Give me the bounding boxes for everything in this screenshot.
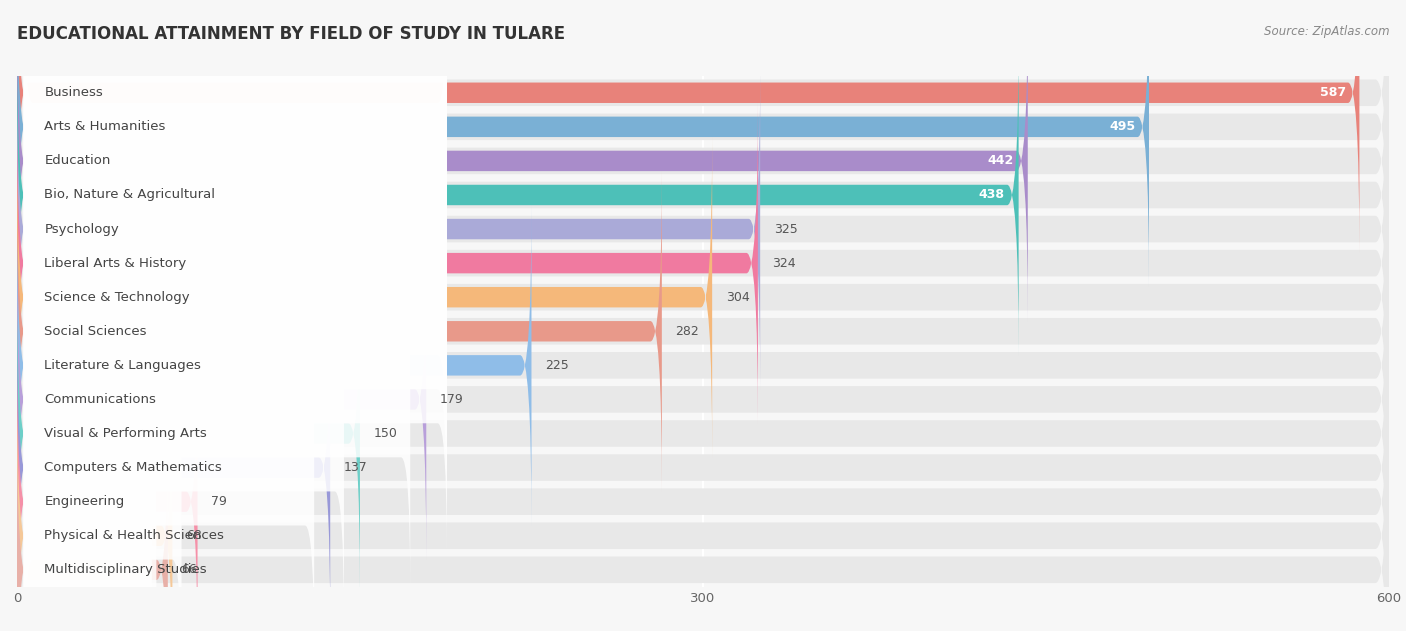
FancyBboxPatch shape	[24, 0, 447, 287]
FancyBboxPatch shape	[17, 171, 662, 492]
Text: 179: 179	[440, 393, 464, 406]
FancyBboxPatch shape	[24, 1, 447, 389]
Text: 324: 324	[772, 257, 796, 269]
FancyBboxPatch shape	[17, 341, 198, 631]
Text: Bio, Nature & Agricultural: Bio, Nature & Agricultural	[45, 189, 215, 201]
FancyBboxPatch shape	[17, 205, 531, 526]
FancyBboxPatch shape	[24, 0, 447, 355]
FancyBboxPatch shape	[17, 375, 173, 631]
FancyBboxPatch shape	[17, 410, 167, 631]
Text: Liberal Arts & History: Liberal Arts & History	[45, 257, 187, 269]
Text: Communications: Communications	[45, 393, 156, 406]
FancyBboxPatch shape	[17, 69, 761, 389]
FancyBboxPatch shape	[17, 140, 1389, 522]
FancyBboxPatch shape	[17, 276, 1389, 631]
FancyBboxPatch shape	[24, 205, 411, 594]
FancyBboxPatch shape	[17, 106, 1389, 488]
Text: Arts & Humanities: Arts & Humanities	[45, 121, 166, 133]
FancyBboxPatch shape	[17, 137, 713, 457]
FancyBboxPatch shape	[17, 242, 1389, 625]
FancyBboxPatch shape	[17, 1, 1028, 321]
Text: Computers & Mathematics: Computers & Mathematics	[45, 461, 222, 474]
FancyBboxPatch shape	[24, 171, 447, 560]
Text: 304: 304	[725, 291, 749, 304]
Text: Science & Technology: Science & Technology	[45, 291, 190, 304]
FancyBboxPatch shape	[17, 310, 1389, 631]
FancyBboxPatch shape	[17, 174, 1389, 557]
FancyBboxPatch shape	[24, 0, 447, 321]
FancyBboxPatch shape	[17, 38, 1389, 420]
FancyBboxPatch shape	[17, 0, 1389, 284]
Text: 282: 282	[675, 325, 699, 338]
Text: 150: 150	[374, 427, 398, 440]
FancyBboxPatch shape	[17, 273, 360, 594]
FancyBboxPatch shape	[17, 103, 758, 423]
Text: 442: 442	[988, 155, 1014, 167]
Text: Multidisciplinary Studies: Multidisciplinary Studies	[45, 563, 207, 576]
Text: Literature & Languages: Literature & Languages	[45, 359, 201, 372]
Text: 325: 325	[773, 223, 797, 235]
Text: Psychology: Psychology	[45, 223, 120, 235]
FancyBboxPatch shape	[24, 137, 447, 526]
FancyBboxPatch shape	[17, 307, 330, 628]
FancyBboxPatch shape	[17, 4, 1389, 386]
Text: Engineering: Engineering	[45, 495, 125, 508]
Text: 79: 79	[211, 495, 228, 508]
FancyBboxPatch shape	[17, 0, 1149, 287]
Text: Source: ZipAtlas.com: Source: ZipAtlas.com	[1264, 25, 1389, 38]
Text: Physical & Health Sciences: Physical & Health Sciences	[45, 529, 224, 542]
FancyBboxPatch shape	[17, 0, 1389, 352]
FancyBboxPatch shape	[17, 379, 1389, 631]
Text: Social Sciences: Social Sciences	[45, 325, 146, 338]
Text: Visual & Performing Arts: Visual & Performing Arts	[45, 427, 207, 440]
Text: 438: 438	[979, 189, 1005, 201]
Text: Education: Education	[45, 155, 111, 167]
Text: 495: 495	[1109, 121, 1135, 133]
FancyBboxPatch shape	[17, 35, 1018, 355]
FancyBboxPatch shape	[17, 208, 1389, 591]
Text: 587: 587	[1320, 86, 1346, 99]
FancyBboxPatch shape	[24, 375, 152, 631]
Text: 225: 225	[546, 359, 569, 372]
FancyBboxPatch shape	[24, 35, 447, 423]
FancyBboxPatch shape	[24, 239, 344, 628]
FancyBboxPatch shape	[24, 341, 156, 631]
FancyBboxPatch shape	[17, 72, 1389, 454]
FancyBboxPatch shape	[24, 103, 447, 492]
Text: 68: 68	[186, 529, 202, 542]
FancyBboxPatch shape	[17, 345, 1389, 631]
FancyBboxPatch shape	[24, 307, 181, 631]
FancyBboxPatch shape	[24, 69, 447, 457]
FancyBboxPatch shape	[24, 273, 314, 631]
Text: 66: 66	[181, 563, 197, 576]
FancyBboxPatch shape	[17, 0, 1360, 253]
Text: Business: Business	[45, 86, 103, 99]
Text: 137: 137	[344, 461, 368, 474]
Text: EDUCATIONAL ATTAINMENT BY FIELD OF STUDY IN TULARE: EDUCATIONAL ATTAINMENT BY FIELD OF STUDY…	[17, 25, 565, 44]
FancyBboxPatch shape	[17, 239, 426, 560]
FancyBboxPatch shape	[17, 0, 1389, 318]
